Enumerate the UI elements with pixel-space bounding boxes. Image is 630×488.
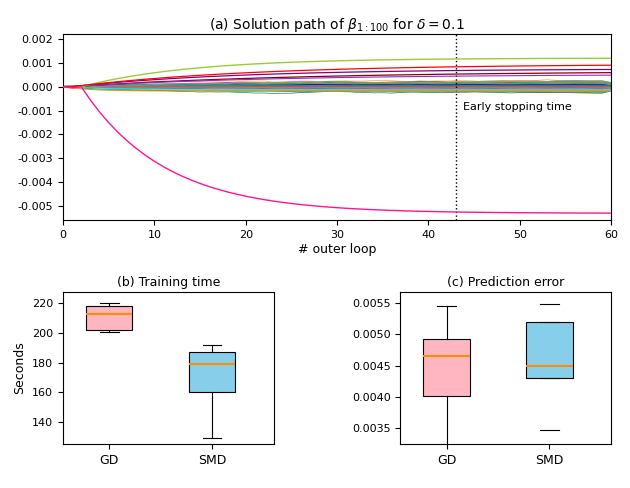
Bar xyxy=(526,323,573,378)
Title: (b) Training time: (b) Training time xyxy=(117,276,220,289)
Y-axis label: Seconds: Seconds xyxy=(13,342,26,394)
X-axis label: # outer loop: # outer loop xyxy=(298,243,376,256)
Title: (a) Solution path of $\beta_{1:100}$ for $\delta = 0.1$: (a) Solution path of $\beta_{1:100}$ for… xyxy=(209,16,465,34)
Bar xyxy=(189,352,235,392)
Text: Early stopping time: Early stopping time xyxy=(463,102,572,112)
Bar xyxy=(423,339,470,396)
Bar xyxy=(86,306,132,330)
Title: (c) Prediction error: (c) Prediction error xyxy=(447,276,564,289)
